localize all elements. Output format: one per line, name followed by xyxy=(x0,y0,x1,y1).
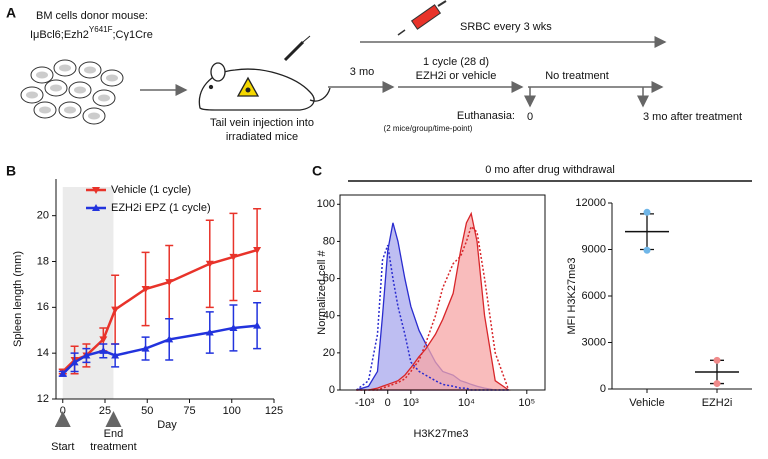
marker xyxy=(253,247,262,255)
x-tick-label: 0 xyxy=(60,405,66,417)
mouse xyxy=(198,35,331,111)
x-tick-label: 10⁴ xyxy=(458,397,475,409)
y-tick-label: 60 xyxy=(323,272,335,284)
dot xyxy=(643,208,651,216)
marker xyxy=(99,336,108,344)
marker xyxy=(253,321,262,329)
marker xyxy=(205,260,214,268)
donor-text: BM cells donor mouse: xyxy=(36,10,148,22)
marker xyxy=(165,335,174,343)
axis xyxy=(611,203,752,390)
genotype-sup: Y641F xyxy=(89,25,113,34)
y-tick-label: 0 xyxy=(600,383,606,395)
x-axis-label: H3K27me3 xyxy=(413,428,468,440)
cycle-text: EZH2i or vehicle xyxy=(416,70,497,82)
histogram-area xyxy=(356,211,511,391)
x-tick-label: 100 xyxy=(223,405,241,417)
x-tick-label: 10⁵ xyxy=(518,397,535,409)
x-tick-label: 50 xyxy=(141,405,153,417)
y-axis-label: MFI H3K27me3 xyxy=(566,257,578,334)
marker xyxy=(99,346,108,354)
panel-label: C xyxy=(312,163,322,179)
y-tick-label: 40 xyxy=(323,310,335,322)
genotype-part: IμBcl6;Ezh2 xyxy=(30,29,89,41)
annotation: Start xyxy=(51,441,74,453)
y-axis-label: Spleen length (mm) xyxy=(12,251,24,347)
timepoint: 3 mo after treatment xyxy=(643,111,742,123)
marker xyxy=(58,369,67,377)
syringe xyxy=(397,0,447,36)
x-tick-label: -10³ xyxy=(355,397,375,409)
x-tick-label: 125 xyxy=(265,405,283,417)
y-tick-label: 20 xyxy=(323,347,335,359)
timepoint: 0 xyxy=(527,111,533,123)
marker xyxy=(82,351,91,359)
genotype: IμBcl6;Ezh2Y641F;Cγ1Cre xyxy=(30,25,153,41)
injection-text: irradiated mice xyxy=(226,131,298,143)
legend-marker xyxy=(92,187,100,194)
y-tick-label: 9000 xyxy=(582,243,606,255)
y-tick-label: 100 xyxy=(317,198,335,210)
y-tick-label: 14 xyxy=(37,347,49,359)
y-axis-label: Normalized cell # xyxy=(316,249,328,334)
dot xyxy=(713,356,721,364)
no-treatment-text: No treatment xyxy=(545,70,609,82)
marker xyxy=(229,323,238,331)
cycle-text: 1 cycle (28 d) xyxy=(423,56,489,68)
panel-label: A xyxy=(6,5,16,21)
legend-label: Vehicle (1 cycle) xyxy=(111,184,191,196)
histogram-line xyxy=(356,225,510,391)
cell-nuclei xyxy=(26,64,118,120)
y-tick-label: 6000 xyxy=(582,290,606,302)
chart-title: 0 mo after drug withdrawal xyxy=(485,164,615,176)
x-tick-label: EZH2i xyxy=(702,397,733,409)
dot xyxy=(713,380,721,388)
cells xyxy=(20,59,124,125)
y-tick-label: 12 xyxy=(37,393,49,405)
marker xyxy=(70,358,79,366)
x-tick-label: 10³ xyxy=(403,397,419,409)
y-tick-label: 16 xyxy=(37,301,49,313)
annotation: End xyxy=(104,428,124,440)
y-tick-label: 12000 xyxy=(575,197,606,209)
panel-label: B xyxy=(6,163,16,179)
y-tick-label: 0 xyxy=(329,384,335,396)
y-tick-label: 20 xyxy=(37,210,49,222)
marker xyxy=(111,306,120,314)
x-tick-label: 75 xyxy=(183,405,195,417)
marker xyxy=(229,253,238,261)
wait-text: 3 mo xyxy=(350,66,374,78)
x-tick-label: Vehicle xyxy=(629,397,664,409)
y-tick-label: 80 xyxy=(323,235,335,247)
marker xyxy=(165,279,174,287)
x-tick-label: 0 xyxy=(385,397,391,409)
dot xyxy=(643,246,651,254)
series-line xyxy=(61,324,258,375)
euthanasia-note: (2 mice/group/time-point) xyxy=(384,124,473,133)
euthanasia-text: Euthanasia: xyxy=(457,110,515,122)
x-axis-label: Day xyxy=(157,419,177,431)
marker xyxy=(205,328,214,336)
y-tick-label: 3000 xyxy=(582,336,606,348)
srbc-text: SRBC every 3 wks xyxy=(460,21,552,33)
marker xyxy=(141,286,150,293)
genotype-part: ;Cγ1Cre xyxy=(113,29,153,41)
legend-marker xyxy=(92,204,100,211)
annotation: treatment xyxy=(90,441,136,453)
y-tick-label: 18 xyxy=(37,255,49,267)
marker xyxy=(141,344,150,352)
legend-label: EZH2i EPZ (1 cycle) xyxy=(111,202,211,214)
marker xyxy=(111,351,120,359)
x-tick-label: 25 xyxy=(99,405,111,417)
injection-text: Tail vein injection into xyxy=(210,117,314,129)
plot-frame xyxy=(339,194,546,391)
